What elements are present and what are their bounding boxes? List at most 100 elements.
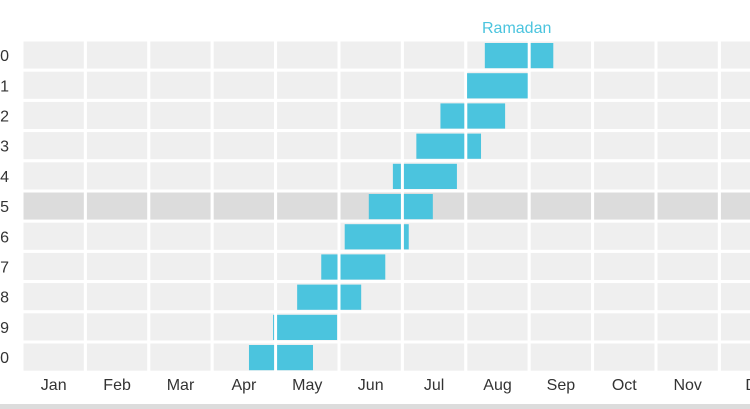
ramadan-bar <box>344 224 401 250</box>
grid-cell <box>210 129 278 163</box>
grid-cell <box>527 98 595 133</box>
grid-cell <box>717 129 750 163</box>
grid-cell <box>337 68 404 102</box>
grid-cell <box>654 310 721 344</box>
grid-cell <box>210 310 278 344</box>
grid-cell <box>274 98 341 133</box>
ramadan-bar <box>297 284 338 310</box>
grid-cell <box>83 219 151 253</box>
month-label: Aug <box>483 377 511 394</box>
grid-cell <box>83 280 151 314</box>
row-label: 2 <box>0 109 9 126</box>
grid-cell <box>591 159 658 193</box>
grid-cell <box>527 68 595 102</box>
grid-cell <box>210 98 278 133</box>
month-label: Sep <box>547 377 576 394</box>
grid-cell <box>717 310 750 344</box>
ramadan-bar <box>484 43 528 69</box>
grid-cell <box>654 129 721 163</box>
grid-cell <box>274 189 341 223</box>
grid-cell <box>210 38 278 72</box>
ramadan-bar <box>277 345 314 371</box>
grid-cell <box>654 68 721 102</box>
grid-cell <box>654 159 721 193</box>
grid-cell <box>20 219 87 253</box>
ramadan-bar <box>403 194 433 220</box>
grid-cell <box>591 98 658 133</box>
grid-cell <box>464 280 531 314</box>
grid-cell <box>210 68 278 102</box>
grid-cell <box>717 98 750 133</box>
row-label: 0 <box>0 350 9 367</box>
grid-cell <box>147 310 214 344</box>
row-label: 9 <box>0 320 9 337</box>
grid-cell <box>210 189 278 223</box>
ramadan-bar <box>321 254 338 280</box>
grid-cell <box>527 129 595 163</box>
grid-cell <box>20 68 87 102</box>
grid-cell <box>591 68 658 102</box>
grid-cell <box>717 249 750 284</box>
ramadan-bar <box>368 194 401 220</box>
grid-cell <box>20 159 87 193</box>
grid-cell <box>717 189 750 223</box>
grid-cell <box>591 189 658 223</box>
grid-cell <box>527 249 595 284</box>
grid-cell <box>147 280 214 314</box>
row-label: 6 <box>0 229 9 246</box>
grid-cell <box>654 280 721 314</box>
grid-cell <box>83 68 151 102</box>
grid-cell <box>274 159 341 193</box>
month-label: Jan <box>41 377 67 394</box>
ramadan-bar <box>277 314 338 340</box>
grid-cell <box>337 340 404 374</box>
grid-cell <box>337 98 404 133</box>
row-label: 3 <box>0 139 9 156</box>
grid-cell <box>591 38 658 72</box>
grid-cell <box>654 249 721 284</box>
grid-cell <box>83 129 151 163</box>
grid-cell <box>400 280 468 314</box>
grid-cell <box>147 249 214 284</box>
grid-cell <box>527 310 595 344</box>
grid-cell <box>20 129 87 163</box>
bottom-divider <box>0 404 750 409</box>
ramadan-bar <box>467 133 482 159</box>
grid-cell <box>527 340 595 374</box>
grid-cell <box>83 249 151 284</box>
ramadan-bar <box>248 345 275 371</box>
grid-cell <box>83 159 151 193</box>
grid-cell <box>147 68 214 102</box>
grid-cell <box>654 219 721 253</box>
month-label: Nov <box>673 377 701 394</box>
grid-cell <box>210 219 278 253</box>
grid-cell <box>464 189 531 223</box>
month-label: Oct <box>612 377 637 394</box>
month-label: Feb <box>103 377 131 394</box>
ramadan-bar <box>273 314 275 340</box>
grid-cell <box>717 219 750 253</box>
grid-cell <box>337 38 404 72</box>
month-label: May <box>292 377 322 394</box>
grid-cell <box>400 68 468 102</box>
ramadan-bar <box>416 133 465 159</box>
grid-cell <box>527 189 595 223</box>
grid-cell <box>20 189 87 223</box>
ramadan-bar <box>392 163 401 189</box>
grid-cell <box>20 310 87 344</box>
row-label: 1 <box>0 78 9 95</box>
grid-cell <box>527 159 595 193</box>
grid-cell <box>400 38 468 72</box>
ramadan-bar <box>467 103 506 129</box>
grid-cell <box>717 38 750 72</box>
ramadan-bar <box>530 43 554 69</box>
row-label: 5 <box>0 199 9 216</box>
grid-cell <box>147 340 214 374</box>
grid-cell <box>210 280 278 314</box>
grid-cell <box>20 38 87 72</box>
row-label: 7 <box>0 260 9 277</box>
grid-cell <box>147 38 214 72</box>
grid-cell <box>464 340 531 374</box>
grid-cell <box>20 98 87 133</box>
